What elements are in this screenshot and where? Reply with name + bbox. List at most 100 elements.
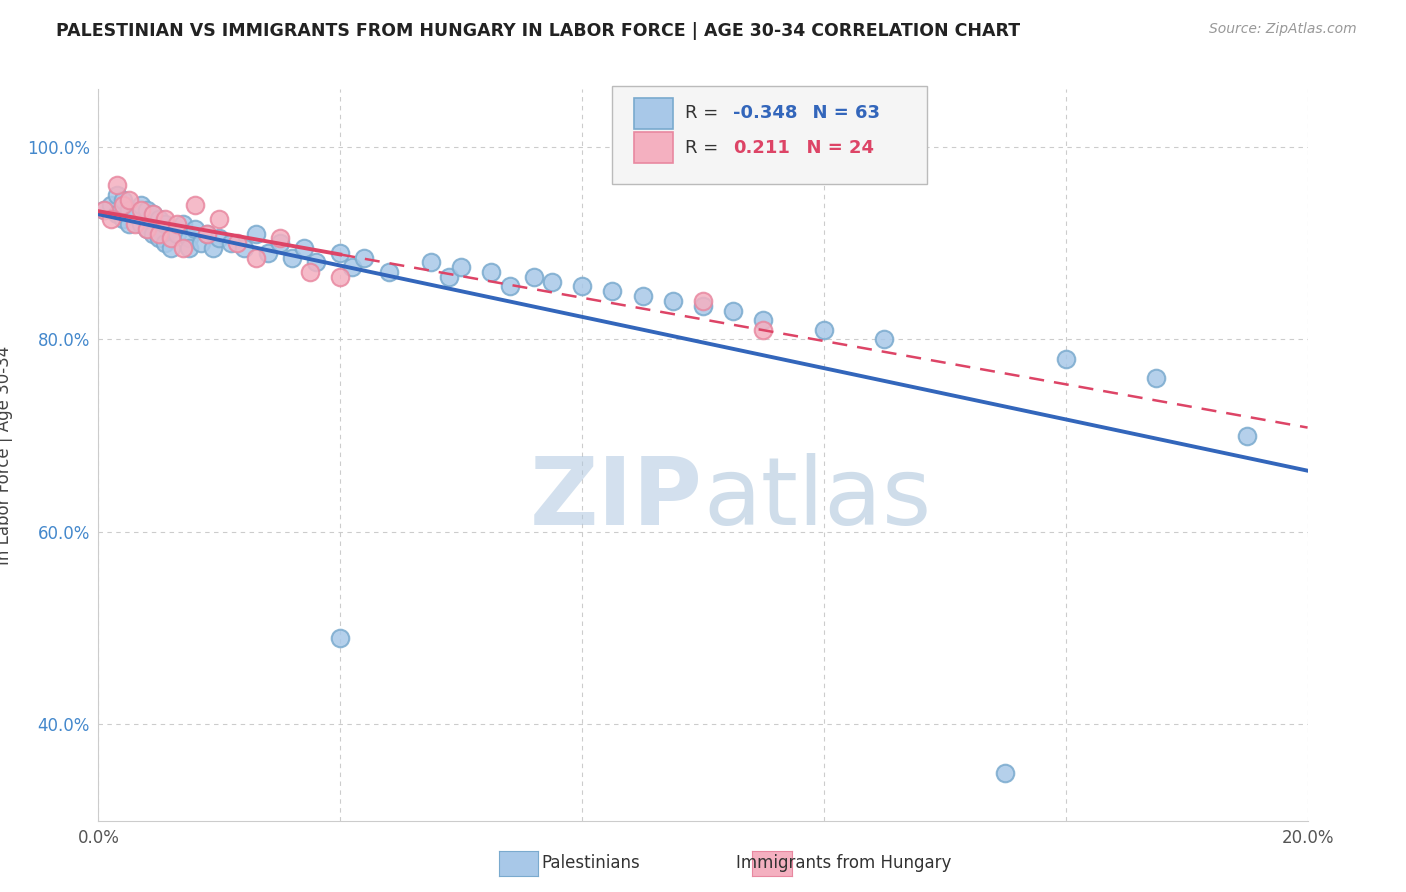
Point xyxy=(437,269,460,284)
Point xyxy=(166,217,188,231)
Text: N = 24: N = 24 xyxy=(794,139,873,157)
Point xyxy=(256,245,278,260)
Point xyxy=(498,279,520,293)
Point xyxy=(160,221,183,235)
Text: 0.211: 0.211 xyxy=(734,139,790,157)
Point xyxy=(202,241,225,255)
Point xyxy=(105,178,128,193)
FancyBboxPatch shape xyxy=(634,132,672,163)
Point xyxy=(160,231,183,245)
Point xyxy=(523,269,546,284)
Point xyxy=(602,285,624,299)
Point xyxy=(153,212,176,227)
Point xyxy=(148,212,170,227)
Text: Immigrants from Hungary: Immigrants from Hungary xyxy=(735,855,952,872)
Point xyxy=(105,207,128,221)
Point xyxy=(135,221,157,235)
Point xyxy=(118,217,141,231)
Point xyxy=(245,227,267,241)
Point xyxy=(208,231,231,245)
Text: R =: R = xyxy=(685,104,724,122)
Point xyxy=(342,260,364,275)
Text: Palestinians: Palestinians xyxy=(541,855,640,872)
Point xyxy=(232,241,254,255)
FancyBboxPatch shape xyxy=(613,86,927,185)
Point xyxy=(631,289,654,303)
Point xyxy=(208,212,231,227)
Point xyxy=(100,212,122,227)
FancyBboxPatch shape xyxy=(634,98,672,128)
Text: atlas: atlas xyxy=(703,453,931,545)
Point xyxy=(269,231,291,245)
Point xyxy=(305,255,328,269)
Point xyxy=(105,188,128,202)
Point xyxy=(135,202,157,217)
Point xyxy=(752,323,775,337)
Point xyxy=(124,207,146,221)
Point xyxy=(179,241,201,255)
Point xyxy=(571,279,593,293)
Point xyxy=(269,236,291,251)
Point xyxy=(1054,351,1077,366)
Text: PALESTINIAN VS IMMIGRANTS FROM HUNGARY IN LABOR FORCE | AGE 30-34 CORRELATION CH: PALESTINIAN VS IMMIGRANTS FROM HUNGARY I… xyxy=(56,22,1021,40)
Point xyxy=(873,333,896,347)
Point xyxy=(692,299,714,313)
Text: -0.348: -0.348 xyxy=(734,104,797,122)
Point xyxy=(93,202,115,217)
Point xyxy=(142,227,165,241)
Point xyxy=(142,207,165,221)
Point xyxy=(148,231,170,245)
Point xyxy=(184,197,207,211)
Point xyxy=(1236,428,1258,442)
Text: ZIP: ZIP xyxy=(530,453,703,545)
Point xyxy=(172,241,194,255)
Point xyxy=(994,765,1017,780)
Point xyxy=(129,197,152,211)
Point xyxy=(160,241,183,255)
Point xyxy=(329,631,352,645)
Point xyxy=(129,217,152,231)
Text: R =: R = xyxy=(685,139,730,157)
Point xyxy=(450,260,472,275)
Point xyxy=(153,236,176,251)
Point xyxy=(299,265,322,279)
Point xyxy=(221,236,243,251)
Point xyxy=(420,255,443,269)
Point xyxy=(93,202,115,217)
Point xyxy=(195,227,218,241)
Point xyxy=(118,202,141,217)
Point xyxy=(661,293,683,308)
Point xyxy=(377,265,399,279)
Point xyxy=(292,241,315,255)
Point xyxy=(353,251,375,265)
Point xyxy=(190,236,212,251)
Point xyxy=(226,236,249,251)
Point xyxy=(540,275,562,289)
Point xyxy=(723,303,745,318)
Point xyxy=(111,193,134,207)
Point xyxy=(111,212,134,227)
Point xyxy=(166,227,188,241)
Point xyxy=(124,217,146,231)
Point xyxy=(118,193,141,207)
Point xyxy=(813,323,835,337)
Point xyxy=(281,251,304,265)
Point xyxy=(142,207,165,221)
Point xyxy=(692,293,714,308)
Point xyxy=(481,265,503,279)
Text: N = 63: N = 63 xyxy=(800,104,880,122)
Point xyxy=(153,217,176,231)
Text: Source: ZipAtlas.com: Source: ZipAtlas.com xyxy=(1209,22,1357,37)
Point xyxy=(1144,371,1167,385)
Point xyxy=(245,251,267,265)
Point xyxy=(135,221,157,235)
Point xyxy=(752,313,775,327)
Point xyxy=(329,245,352,260)
Point xyxy=(195,227,218,241)
Point xyxy=(129,202,152,217)
Point xyxy=(184,221,207,235)
Point xyxy=(172,217,194,231)
Point xyxy=(148,227,170,241)
Point xyxy=(179,231,201,245)
Point xyxy=(100,197,122,211)
